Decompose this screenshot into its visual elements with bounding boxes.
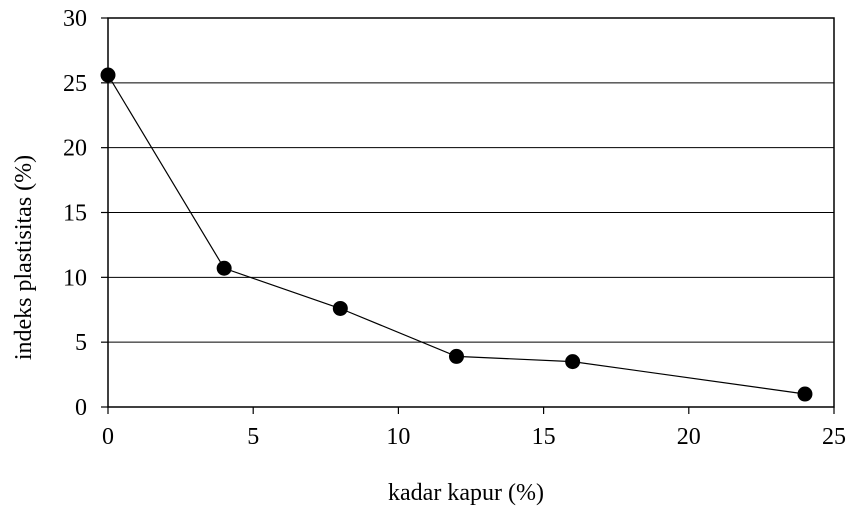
x-tick-label: 20 [677, 424, 701, 450]
y-tick-label: 25 [63, 71, 87, 97]
data-point [448, 348, 464, 364]
x-axis-title: kadar kapur (%) [388, 480, 544, 506]
series-line [107, 74, 806, 395]
data-point [565, 354, 581, 370]
x-tick-label: 15 [532, 424, 556, 450]
x-tick-label: 25 [822, 424, 846, 450]
y-tick-label: 10 [63, 265, 87, 291]
data-point [100, 67, 116, 83]
data-point [332, 300, 348, 316]
y-axis-title: indeks plastisitas (%) [11, 155, 37, 360]
y-tick-label: 5 [75, 330, 87, 356]
y-tick-labels: 0 5 10 15 20 25 30 [63, 6, 87, 421]
y-tick-label: 20 [63, 136, 87, 162]
data-points [100, 67, 813, 402]
x-tick-label: 10 [386, 424, 410, 450]
data-point [797, 386, 813, 402]
x-tick-label: 0 [102, 424, 114, 450]
data-point [216, 260, 232, 276]
y-tick-label: 15 [63, 201, 87, 227]
tick-marks [101, 17, 835, 414]
y-tick-label: 30 [63, 6, 87, 32]
x-tick-labels: 0 5 10 15 20 25 [102, 424, 846, 450]
gridlines [108, 82, 834, 343]
x-tick-label: 5 [247, 424, 259, 450]
y-tick-label: 0 [75, 395, 87, 421]
